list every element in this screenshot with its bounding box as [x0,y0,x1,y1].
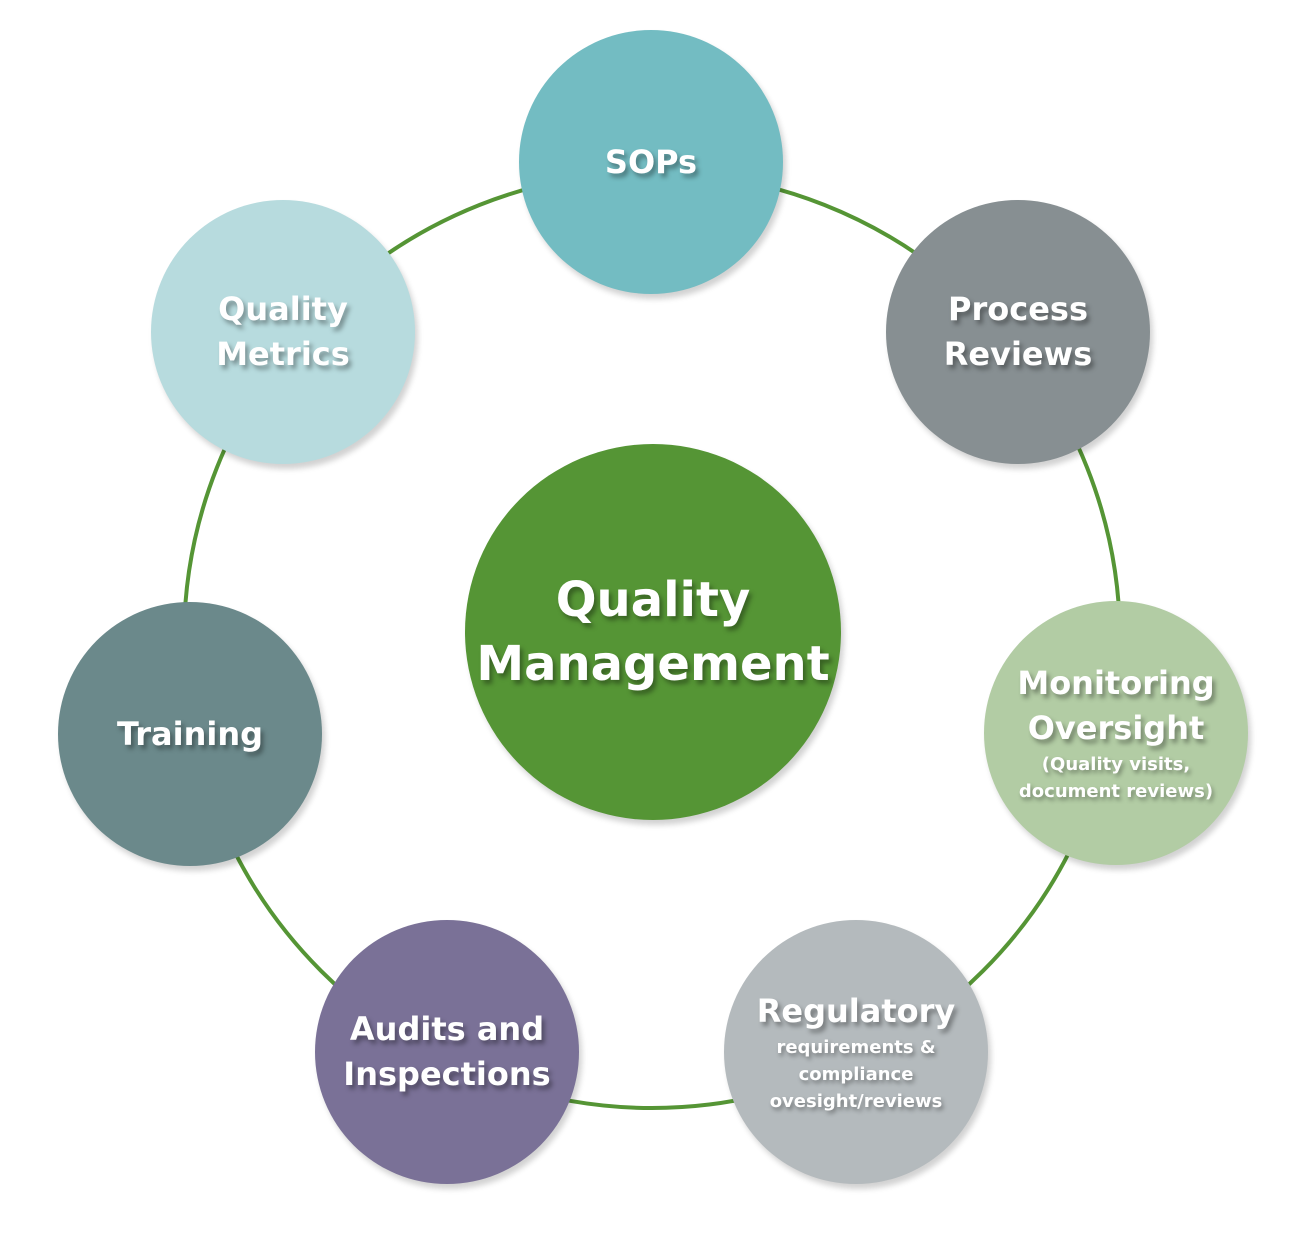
node-regulatory-sub-2: compliance [798,1064,914,1085]
node-regulatory: Regulatory requirements & compliance ove… [724,920,988,1184]
node-sops: SOPs [519,30,783,294]
node-audits-label-2: Inspections [343,1055,551,1093]
node-monitoring-oversight: Monitoring Oversight (Quality visits, do… [984,601,1248,865]
node-sops-label: SOPs [604,142,698,181]
node-audits-inspections: Audits and Inspections [315,920,579,1184]
node-training-label: Training [116,714,264,753]
node-quality-metrics-label-1: Quality [218,290,348,328]
node-regulatory-label: Regulatory [756,992,956,1030]
node-process-reviews: Process Reviews [886,200,1150,464]
center-label-line-1: Quality [555,572,751,628]
node-monitoring-sub-2: document reviews) [1018,781,1214,802]
node-monitoring-label-2: Oversight [1027,709,1205,747]
node-audits-label-1: Audits and [349,1010,545,1048]
node-process-reviews-label-1: Process [948,290,1088,328]
node-regulatory-sub-1: requirements & [776,1037,936,1058]
node-process-reviews-label-2: Reviews [943,335,1093,373]
node-quality-metrics: Quality Metrics [151,200,415,464]
center-node-quality-management: Quality Management [465,444,841,820]
node-regulatory-sub-3: ovesight/reviews [769,1091,943,1112]
center-label-line-2: Management [476,636,830,692]
node-monitoring-sub-1: (Quality visits, [1041,754,1191,775]
node-training: Training [58,602,322,866]
node-monitoring-label-1: Monitoring [1017,664,1215,702]
node-quality-metrics-label-2: Metrics [216,335,350,373]
